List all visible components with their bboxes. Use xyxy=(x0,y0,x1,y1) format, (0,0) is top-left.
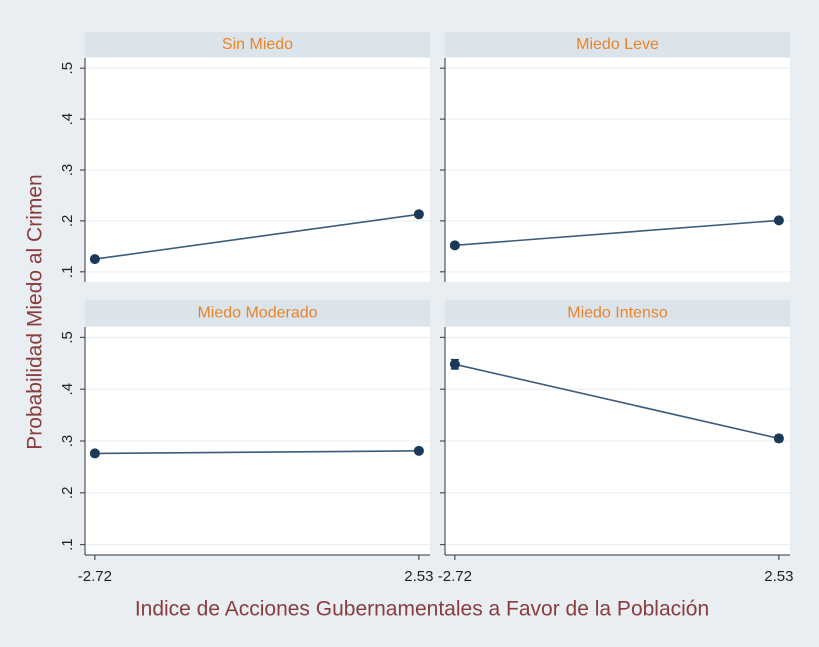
y-axis-title: Probabilidad Miedo al Crimen xyxy=(24,174,47,449)
x-tick-label: -2.72 xyxy=(78,568,112,585)
series-line xyxy=(454,363,780,440)
series-line xyxy=(94,450,419,455)
y-tick-label: .4 xyxy=(59,113,76,126)
y-tick-label: .5 xyxy=(59,331,76,344)
panel-header xyxy=(85,300,430,326)
x-tick-label: 2.53 xyxy=(404,568,433,585)
point xyxy=(773,215,784,226)
series-line xyxy=(94,213,420,260)
point xyxy=(413,209,424,220)
y-tick-label: .5 xyxy=(59,62,76,75)
point xyxy=(449,359,460,370)
y-tick-label: .3 xyxy=(59,164,76,177)
point xyxy=(89,254,100,265)
panel-title: Miedo Intenso xyxy=(567,305,668,322)
x-axis-title: Indice de Acciones Gubernamentales a Fav… xyxy=(135,598,709,621)
panel-header xyxy=(445,300,790,326)
panel-title: Miedo Moderado xyxy=(197,305,317,322)
x-tick-label: -2.72 xyxy=(438,568,472,585)
point xyxy=(413,445,424,456)
panel-title: Sin Miedo xyxy=(222,36,293,53)
y-tick-label: .2 xyxy=(59,215,76,228)
panel-title: Miedo Leve xyxy=(576,36,659,53)
y-tick-label: .3 xyxy=(59,435,76,448)
y-tick-label: .4 xyxy=(59,383,76,396)
panel-header xyxy=(85,32,430,57)
series-line xyxy=(454,219,779,247)
y-tick-label: .1 xyxy=(59,538,76,551)
point xyxy=(449,240,460,251)
point xyxy=(89,448,100,459)
panel-header xyxy=(445,32,790,57)
x-tick-label: 2.53 xyxy=(764,568,793,585)
y-tick-label: .2 xyxy=(59,487,76,500)
y-tick-label: .1 xyxy=(59,266,76,279)
point xyxy=(773,433,784,444)
